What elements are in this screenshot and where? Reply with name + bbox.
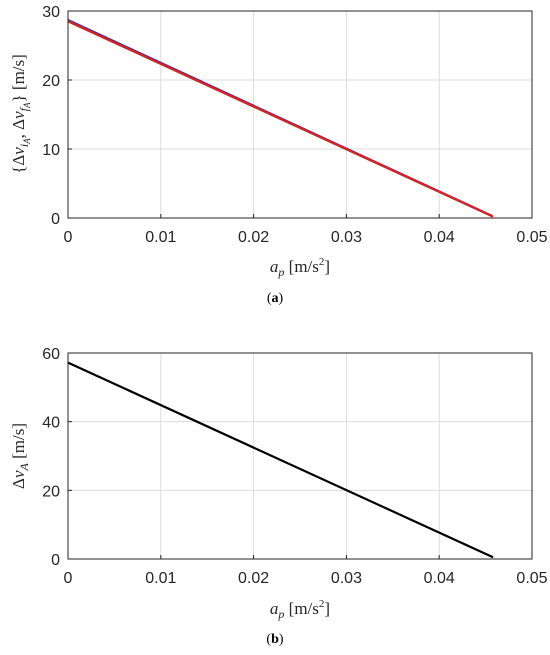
panel-a-x-tick-label: 0.05 [516, 229, 547, 246]
panel-b-x-tick-label: 0 [64, 570, 73, 587]
panel-a-x-tick-label: 0.04 [424, 229, 455, 246]
panel-a-y-tick-label: 20 [42, 73, 60, 90]
panel-a-y-axis-label: {ΔviA, ΔvfA} [m/s] [9, 54, 32, 174]
panel-a-plot-area [68, 11, 532, 218]
panel-b-y-axis-label: ΔvA [m/s] [9, 423, 31, 489]
panel-b-ticks: 0 0.01 0.02 0.03 0.04 0.05 0 20 40 60 [42, 346, 547, 587]
panel-a-y-tick-label: 0 [51, 211, 60, 228]
panel-b-chart: 0 0.01 0.02 0.03 0.04 0.05 0 20 40 60 ΔvA [m/s] a… [9, 346, 548, 621]
panel-a-series-line-2 [67, 20, 494, 218]
panel-b-x-tick-label: 0.01 [145, 570, 176, 587]
panel-b-y-tick-label: 40 [42, 415, 60, 432]
panel-a-y-tick-label: 30 [42, 4, 60, 21]
caption-b: (b) [266, 632, 284, 647]
panel-b-x-tick-label: 0.05 [516, 570, 547, 587]
panel-b-y-tick-label: 0 [51, 552, 60, 569]
panel-b-x-tick-label: 0.02 [238, 570, 269, 587]
panel-b-x-axis-label: ap [m/s2] [270, 598, 330, 621]
panel-a-x-tick-label: 0.01 [145, 229, 176, 246]
panel-b-plot-frame [67, 352, 533, 560]
panel-b-series-line-1 [67, 361, 494, 559]
panel-a-x-tick-label: 0.02 [238, 229, 269, 246]
panel-a-x-axis-label: ap [m/s2] [270, 256, 330, 279]
panel-b-y-tick-label: 20 [42, 483, 60, 500]
caption-a: (a) [266, 291, 284, 306]
panel-a-x-tick-label: 0.03 [331, 229, 362, 246]
panel-b-x-tick-label: 0.04 [424, 570, 455, 587]
panel-b-plot-area [68, 353, 532, 559]
panel-a-ticks: 0 0.01 0.02 0.03 0.04 0.05 0 10 20 30 [42, 4, 547, 246]
panel-a-plot-frame [67, 10, 533, 219]
panel-a-series [67, 18, 494, 218]
panel-b-y-tick-label: 60 [42, 346, 60, 363]
panel-b-x-tick-label: 0.03 [331, 570, 362, 587]
panel-a-y-tick-label: 10 [42, 142, 60, 159]
panel-b-series [67, 361, 494, 559]
panel-a-chart: 0 0.01 0.02 0.03 0.04 0.05 0 10 20 30 {ΔviA, ΔvfA… [9, 4, 548, 279]
panel-a-x-tick-label: 0 [64, 229, 73, 246]
